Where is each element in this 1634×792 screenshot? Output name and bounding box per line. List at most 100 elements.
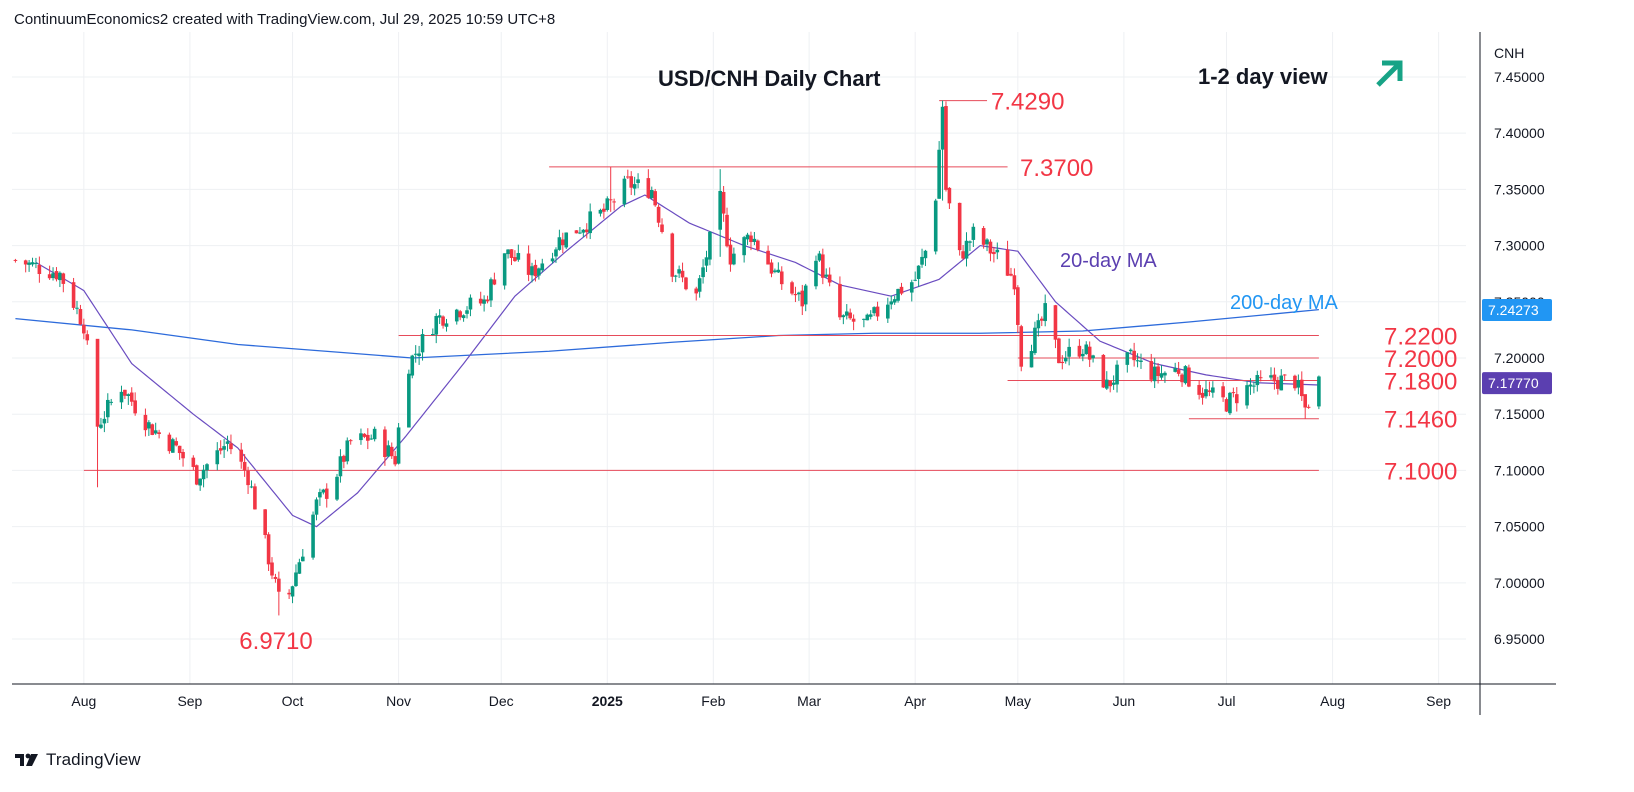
candle <box>622 175 627 208</box>
y-tick-label: 7.40000 <box>1494 125 1545 141</box>
candle <box>1176 361 1181 377</box>
symbol-label: CNH <box>1494 45 1524 61</box>
candle <box>1139 353 1143 369</box>
candle <box>431 328 435 336</box>
candle <box>1245 380 1249 409</box>
candle <box>841 314 846 325</box>
candle <box>944 101 948 192</box>
candle <box>58 271 62 288</box>
candle <box>420 328 425 361</box>
candle <box>721 185 726 222</box>
candle <box>54 267 59 282</box>
candle <box>372 426 377 442</box>
candle <box>1299 371 1304 401</box>
candle <box>1234 387 1239 412</box>
candle <box>981 225 986 249</box>
candle <box>23 259 28 273</box>
footer-brand[interactable]: TradingView <box>14 750 141 770</box>
candle <box>177 445 182 460</box>
price-badge-text: 7.24273 <box>1488 302 1539 318</box>
candle <box>574 230 579 234</box>
candle <box>814 255 818 290</box>
candle <box>985 238 989 252</box>
candle <box>937 141 941 199</box>
candle <box>458 309 462 321</box>
candle <box>324 483 329 508</box>
candle <box>1084 341 1089 355</box>
x-tick-label: Sep <box>1426 693 1451 709</box>
candle <box>301 548 305 562</box>
candle <box>1306 404 1311 409</box>
candle <box>656 204 661 228</box>
candle <box>797 291 801 301</box>
candle <box>51 267 55 281</box>
candle <box>766 245 770 265</box>
candle <box>222 439 226 458</box>
candle <box>793 286 798 303</box>
candle <box>266 532 271 571</box>
candle <box>369 434 374 440</box>
candle <box>386 440 391 457</box>
candle <box>1019 324 1024 372</box>
candle <box>444 318 449 332</box>
candle <box>790 280 794 296</box>
candle <box>314 497 319 521</box>
candle <box>868 310 873 320</box>
y-tick-label: 7.30000 <box>1494 238 1545 254</box>
candle <box>413 345 418 363</box>
candle <box>899 282 904 296</box>
y-tick-label: 7.00000 <box>1494 575 1545 591</box>
level-label: 7.1000 <box>1384 458 1457 485</box>
candle <box>1057 337 1061 364</box>
candle <box>533 259 538 282</box>
candle <box>277 571 281 616</box>
candle <box>502 253 507 290</box>
candle <box>1282 374 1287 381</box>
view-label: 1-2 day view <box>1198 64 1329 89</box>
candle <box>1272 367 1277 390</box>
x-tick-label: Apr <box>904 693 926 709</box>
candle <box>75 300 79 315</box>
candle <box>605 196 610 212</box>
level-label: 7.1800 <box>1384 368 1457 395</box>
candle <box>1255 370 1260 392</box>
tradingview-logo-icon <box>14 752 40 768</box>
ma200-line <box>15 309 1319 359</box>
x-tick-label: Nov <box>386 693 411 709</box>
ma20-line <box>35 194 1319 528</box>
y-tick-label: 7.05000 <box>1494 519 1545 535</box>
candle <box>1039 316 1044 327</box>
candle <box>263 509 267 539</box>
candle <box>1211 381 1215 398</box>
x-tick-label: Aug <box>71 693 96 709</box>
candle <box>85 330 90 345</box>
candle <box>1081 349 1085 362</box>
candle <box>359 428 363 445</box>
y-tick-label: 7.15000 <box>1494 406 1545 422</box>
candle <box>1159 365 1164 380</box>
candle <box>362 433 367 439</box>
candle <box>957 202 962 256</box>
candle <box>968 240 972 252</box>
candle <box>1053 304 1058 349</box>
candle <box>410 354 415 379</box>
candle <box>71 277 76 311</box>
candle <box>1115 360 1119 393</box>
candle <box>1149 353 1154 383</box>
candle <box>827 267 832 287</box>
candle <box>920 248 924 268</box>
candle <box>417 345 421 365</box>
brand-label: TradingView <box>46 750 141 769</box>
candle <box>389 442 394 459</box>
candle <box>916 265 921 287</box>
candle <box>1231 387 1236 398</box>
candle <box>602 203 606 219</box>
candle <box>27 259 31 272</box>
candle <box>636 173 640 189</box>
candle <box>1224 397 1229 413</box>
candle <box>242 454 247 477</box>
x-tick-label: 2025 <box>592 693 623 709</box>
candle <box>1077 339 1082 359</box>
candle <box>865 313 870 321</box>
